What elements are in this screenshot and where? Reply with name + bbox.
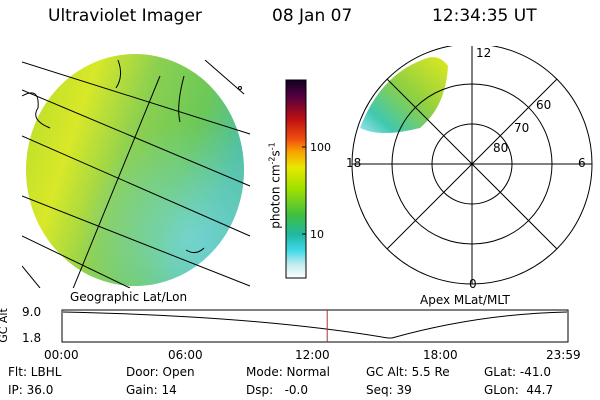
gain-status: Gain: 14 (126, 383, 177, 397)
polar-plot (351, 46, 593, 285)
timeline-xtick-1: 06:00 (168, 348, 203, 362)
timeline-ytick-top: 9.0 (22, 305, 42, 319)
geo-grid-lines (22, 60, 251, 288)
left-panel-caption: Geographic Lat/Lon (70, 290, 188, 304)
altitude-curve (62, 311, 568, 339)
timeline-xtick-4: 23:59 (546, 348, 581, 362)
mlt-label-0: 0 (469, 277, 477, 291)
gc-alt-status: GC Alt: 5.5 Re (366, 365, 450, 379)
altitude-timeline (61, 309, 569, 343)
mlat-label-80: 80 (493, 141, 509, 155)
timeline-ytick-bottom: 1.8 (22, 331, 42, 345)
instrument-title: Ultraviolet Imager (48, 6, 202, 26)
coastline-icon (21, 59, 205, 254)
mlt-label-18: 18 (346, 156, 362, 170)
door-status: Door: Open (126, 365, 195, 379)
right-panel-caption: Apex MLat/MLT (420, 293, 510, 307)
filter-status: Flt: LBHL (8, 365, 62, 379)
ip-status: IP: 36.0 (8, 383, 54, 397)
dsp-status: Dsp: -0.0 (246, 383, 309, 397)
aurora-coverage (360, 57, 448, 133)
mlt-label-6: 6 (578, 156, 586, 170)
mlt-label-12: 12 (476, 46, 492, 60)
observation-date: 08 Jan 07 (272, 6, 353, 26)
seq-status: Seq: 39 (366, 383, 412, 397)
observation-time: 12:34:35 UT (432, 6, 537, 26)
mlat-label-70: 70 (514, 121, 530, 135)
mlat-label-60: 60 (536, 98, 552, 112)
timeline-xtick-3: 18:00 (423, 348, 458, 362)
colorbar-tick-low: 10 (310, 228, 324, 241)
mode-status: Mode: Normal (246, 365, 330, 379)
glon-status: GLon: 44.7 (484, 383, 554, 397)
timeline-xtick-2: 12:00 (295, 348, 330, 362)
geographic-image (21, 54, 251, 288)
colorbar-unit-label: photon cm-2s-1 (267, 142, 283, 229)
colorbar (285, 79, 307, 279)
timeline-ylabel: GC Alt (0, 308, 10, 343)
polar-grid (351, 46, 593, 285)
timeline-xtick-0: 00:00 (44, 348, 79, 362)
glat-status: GLat: -41.0 (484, 365, 551, 379)
globe-disc (26, 54, 244, 286)
marker-dot-icon (238, 86, 242, 90)
colorbar-tick-high: 100 (310, 141, 331, 154)
